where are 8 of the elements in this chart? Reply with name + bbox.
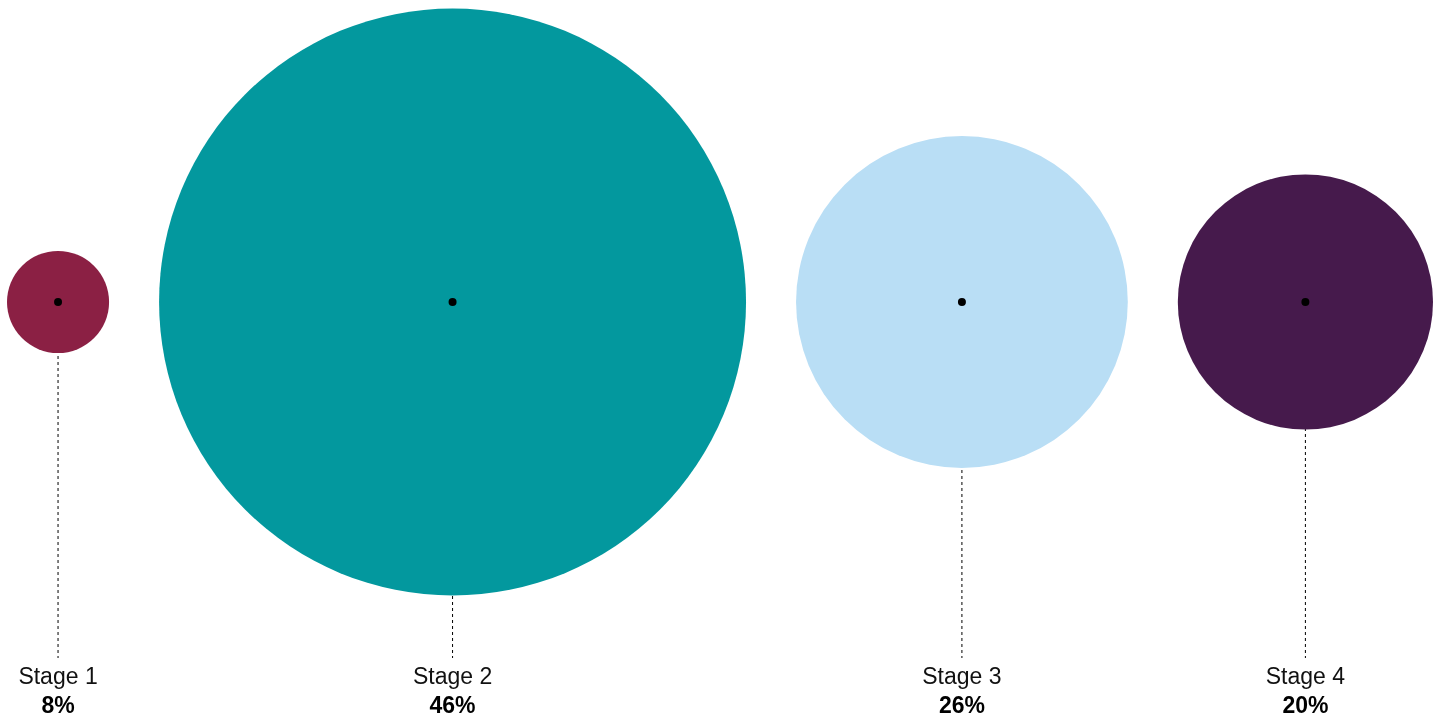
category-label: Stage 2 — [412, 663, 493, 689]
data-label: 26% — [938, 692, 985, 718]
data-label: 8% — [41, 692, 75, 718]
category-label: Stage 1 — [18, 663, 98, 689]
category-label: Stage 3 — [922, 663, 1002, 689]
category-label: Stage 4 — [1265, 663, 1346, 689]
data-label: 20% — [1282, 692, 1329, 718]
data-label: 46% — [429, 692, 476, 718]
